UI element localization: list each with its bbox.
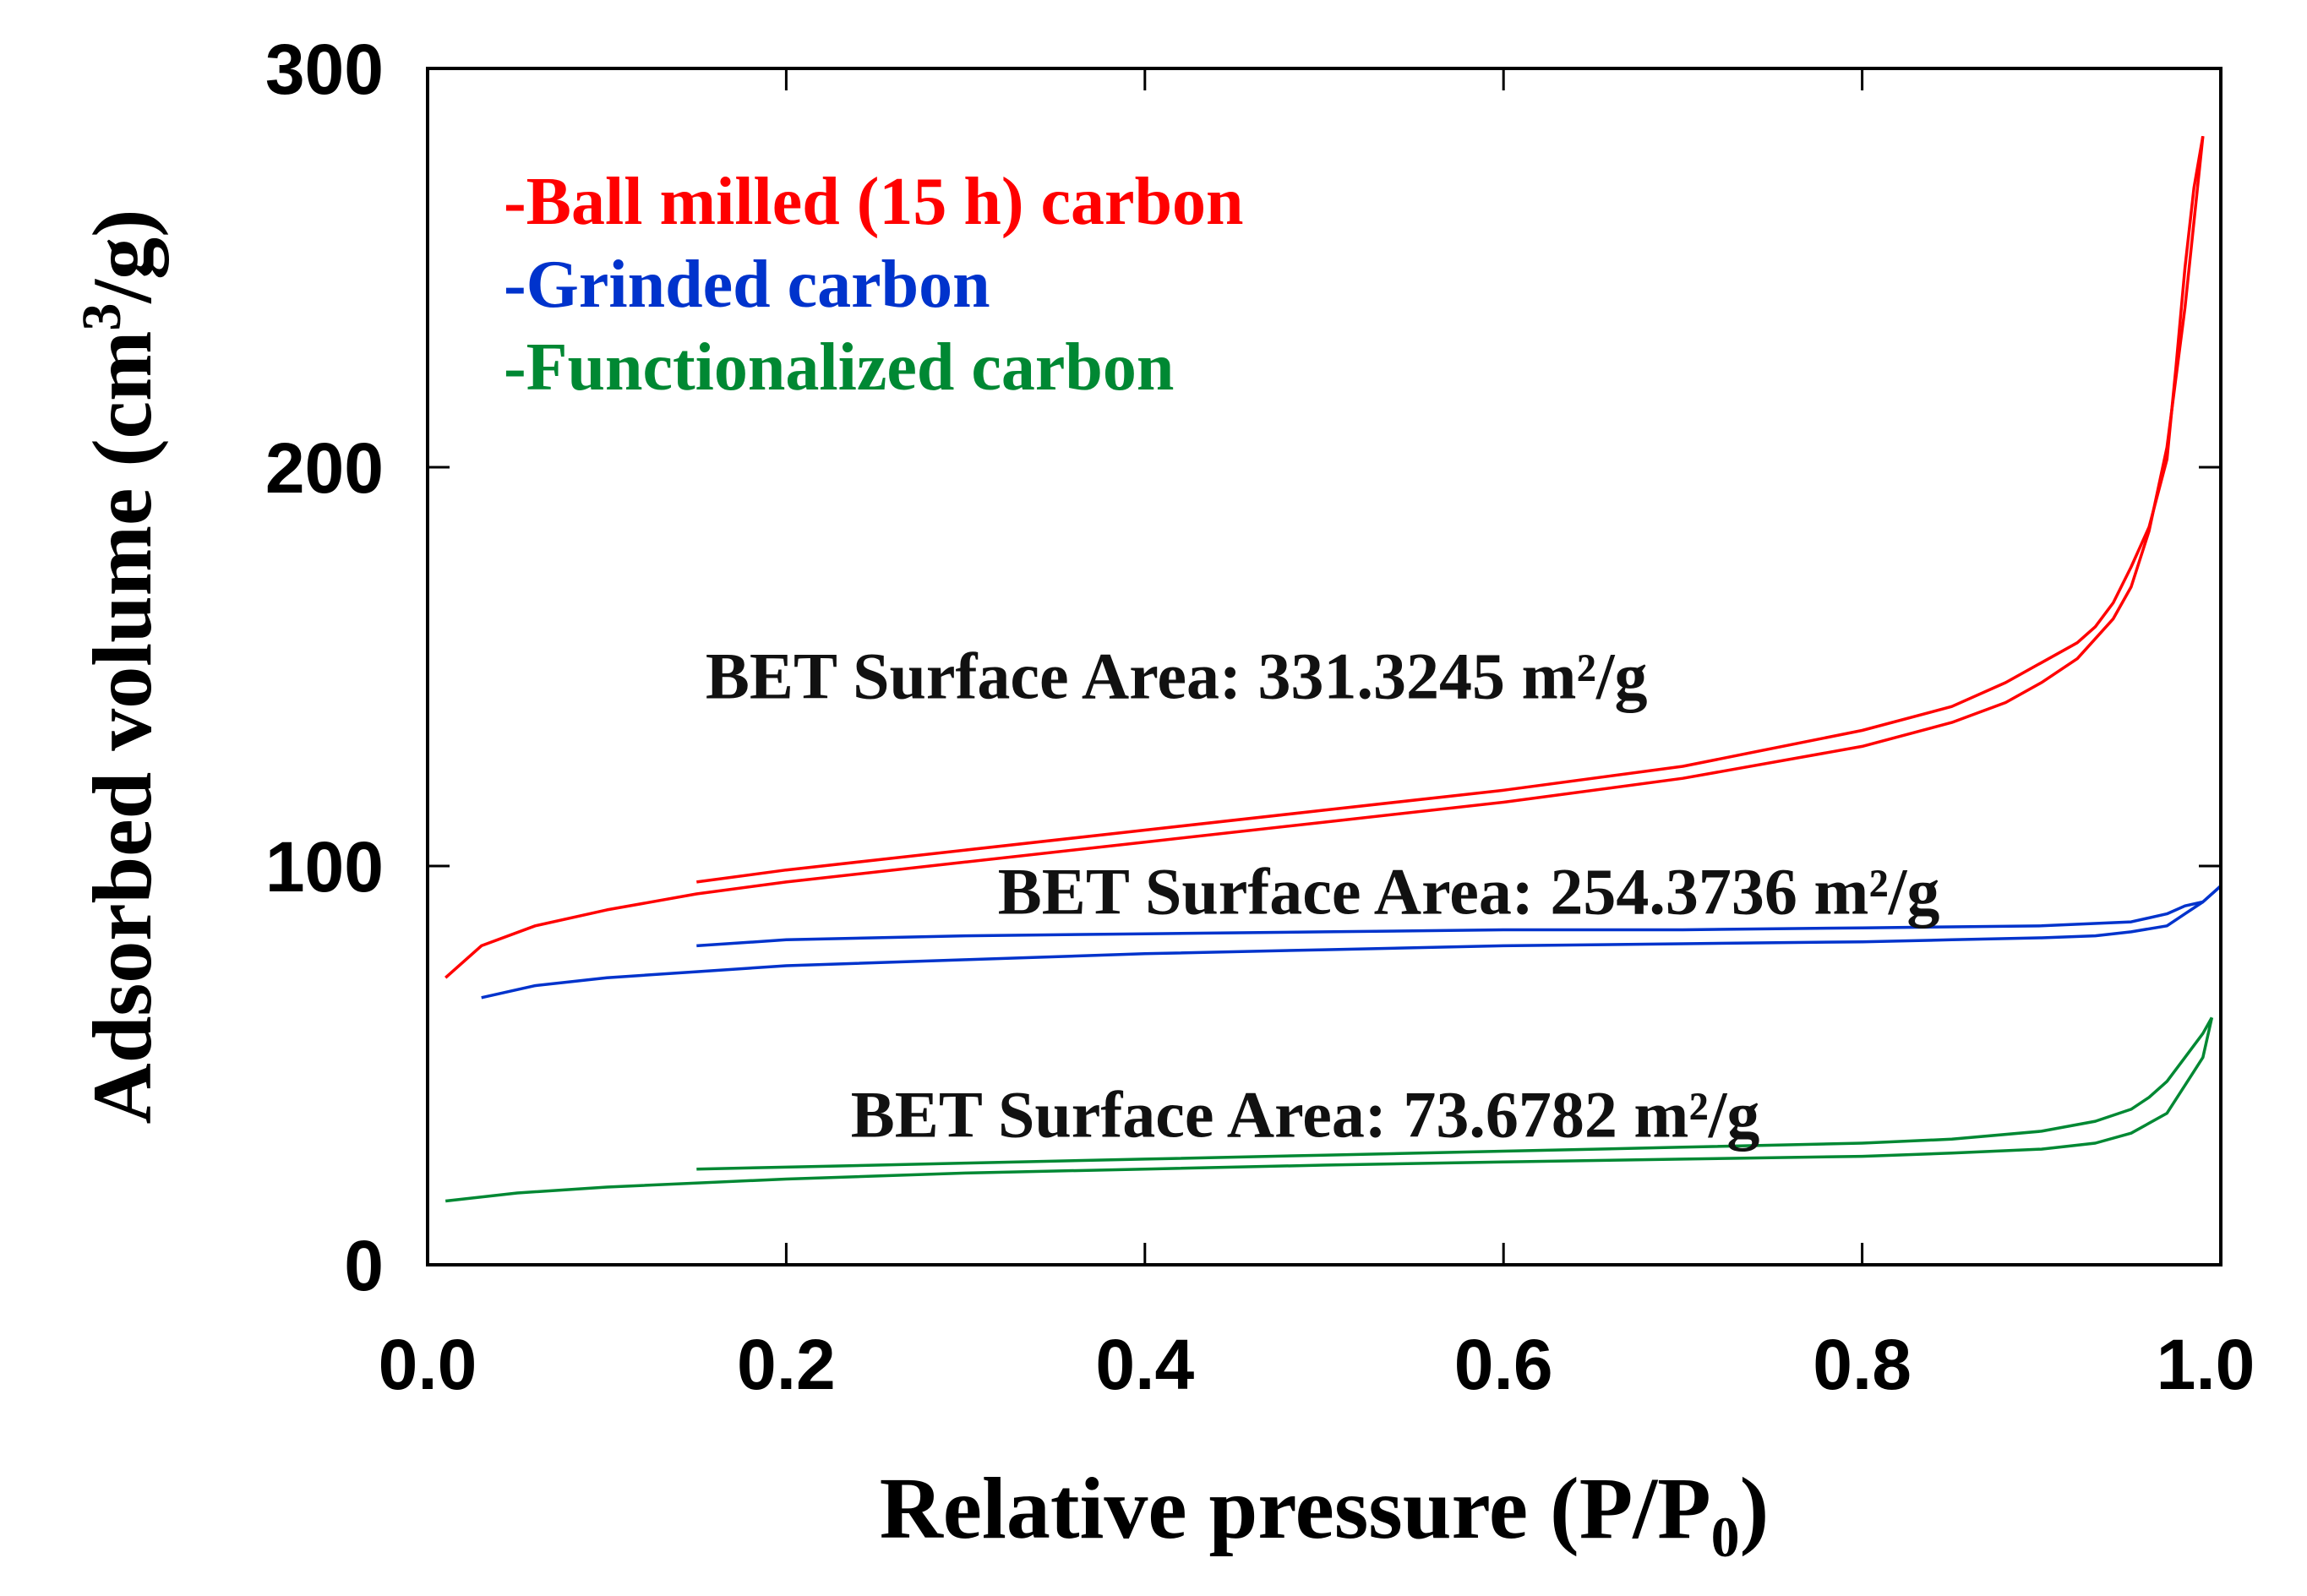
legend-entry-grinded: -Grinded carbon (504, 248, 990, 322)
bet-annotation-ball-milled: BET Surface Area: 331.3245 m²/g (706, 639, 1648, 712)
x-tick-label-1: 0.2 (737, 1325, 836, 1404)
series-ball-milled-desorption-line (696, 135, 2205, 884)
bet-annotation-functionalized: BET Surface Area: 73.6782 m²/g (851, 1078, 1760, 1152)
legend: -Ball milled (15 h) carbon -Grinded carb… (504, 165, 1244, 405)
x-axis-title-sub: 0 (1711, 1505, 1740, 1569)
series-ball-milled-adsorption-line (444, 136, 2205, 979)
y-axis-title-main: Adsorbed volume (cm (75, 331, 169, 1125)
x-tick-label-3: 0.6 (1454, 1325, 1553, 1404)
y-axis-title: Adsorbed volume (cm3/g) (71, 210, 169, 1125)
series-functionalized-adsorption-line (445, 1017, 2214, 1203)
series-functionalized-desorption-line (696, 1016, 2213, 1171)
x-axis-title: Relative pressure (P/P0) (880, 1460, 1770, 1569)
y-tick-label-0: 0 (344, 1226, 384, 1305)
axis-ticks (426, 67, 2222, 1266)
series-grinded-adsorption-line (481, 885, 2222, 1000)
x-tick-label-4: 0.8 (1813, 1325, 1912, 1404)
y-axis-title-sup: 3 (71, 303, 133, 331)
x-axis-title-main: Relative pressure (P/P (880, 1460, 1711, 1557)
legend-entry-ball-milled: -Ball milled (15 h) carbon (504, 165, 1244, 239)
y-tick-label-1: 100 (265, 827, 384, 907)
legend-entry-functionalized: -Functionalized carbon (504, 330, 1174, 405)
x-tick-label-5: 1.0 (2157, 1325, 2255, 1404)
y-axis-title-end: /g) (75, 210, 169, 304)
bet-annotation-grinded: BET Surface Area: 254.3736 m²/g (998, 854, 1940, 928)
series-grinded-desorption-line (696, 885, 2222, 948)
x-tick-label-2: 0.4 (1095, 1325, 1194, 1404)
y-tick-label-2: 200 (265, 428, 384, 508)
x-axis-title-end: ) (1740, 1460, 1770, 1557)
plot-frame (426, 67, 2222, 1266)
bet-annotations: BET Surface Area: 331.3245 m²/g BET Surf… (706, 639, 1940, 1151)
x-tick-labels: 0.0 0.2 0.4 0.6 0.8 1.0 (379, 1325, 2255, 1404)
series-curves (444, 135, 2222, 1203)
y-tick-labels: 0 100 200 300 (265, 30, 384, 1305)
x-tick-label-0: 0.0 (379, 1325, 477, 1404)
y-tick-label-3: 300 (265, 30, 384, 109)
